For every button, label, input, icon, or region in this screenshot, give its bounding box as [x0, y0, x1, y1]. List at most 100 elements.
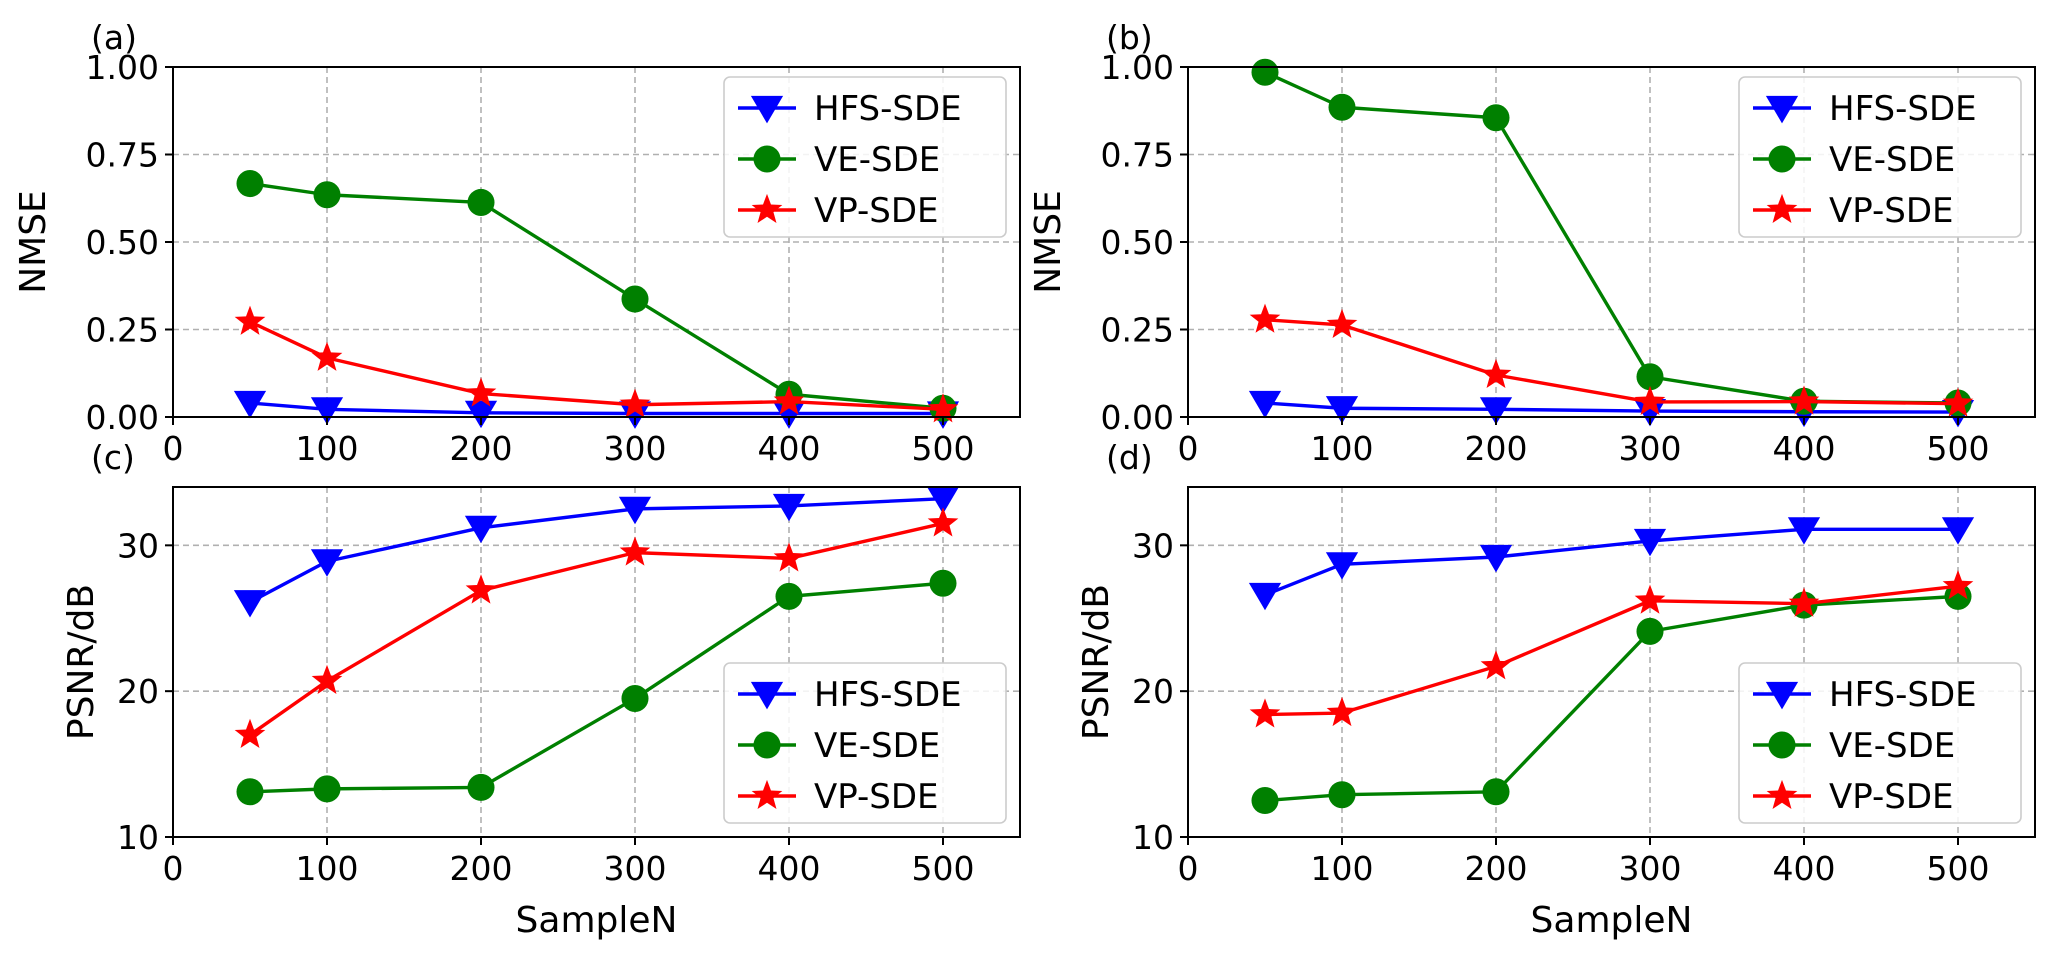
series-hfs-sde — [233, 486, 960, 618]
data-point — [927, 393, 959, 423]
data-point — [618, 401, 652, 429]
y-axis-label: PSNR/dB — [1076, 584, 1117, 740]
series-line — [1264, 584, 1959, 717]
data-point — [618, 496, 652, 525]
legend-label: VP-SDE — [1829, 777, 1954, 817]
data-point — [1482, 104, 1510, 132]
legend: HFS-SDE VE-SDE VP-SDE — [723, 662, 1007, 824]
legend-item: HFS-SDE — [738, 89, 962, 129]
data-point — [927, 507, 959, 537]
data-point — [1251, 787, 1279, 815]
x-tick-label: 0 — [163, 849, 184, 888]
legend-label: VE-SDE — [814, 726, 940, 766]
y-tick-label: 20 — [1132, 672, 1174, 711]
x-tick-label: 100 — [1311, 849, 1374, 888]
data-point — [775, 582, 803, 610]
x-tick-label: 400 — [1773, 849, 1836, 888]
series-vp-sde — [234, 305, 959, 423]
legend-frame — [723, 662, 1007, 824]
data-point — [1480, 650, 1512, 680]
y-tick-label: 0.25 — [86, 311, 159, 350]
x-tick-label: 400 — [1773, 429, 1836, 468]
x-tick-label: 500 — [1927, 849, 1990, 888]
x-axis-label: SampleN — [516, 900, 678, 941]
series-vp-sde — [1249, 570, 1974, 728]
data-point — [233, 590, 267, 618]
data-point — [621, 684, 649, 712]
panel-1: 0 100 200 300 400 500 0.00 0.25 0.50 0.75 1.00 NMSE… — [13, 18, 1021, 468]
legend-marker — [751, 779, 783, 810]
series-line — [249, 521, 944, 737]
panel-4: 0 100 200 300 400 500 10 20 30 PSNR/dB SampleN (d) H… — [1076, 438, 2036, 941]
legend-item: VP-SDE — [738, 777, 939, 817]
data-point — [311, 341, 343, 371]
data-point — [467, 188, 495, 216]
data-point — [1251, 58, 1279, 86]
axes-frame — [172, 486, 1021, 838]
legend-label: HFS-SDE — [1829, 675, 1977, 715]
y-axis-label: NMSE — [1028, 190, 1069, 294]
legend-marker — [1765, 95, 1799, 124]
x-tick-label: 100 — [296, 429, 359, 468]
data-point — [1636, 363, 1664, 391]
y-tick-label: 0.75 — [86, 136, 159, 175]
data-point — [1328, 93, 1356, 121]
panel-3: 0 100 200 300 400 500 10 20 30 PSNR/dB SampleN (c) H… — [61, 438, 1021, 941]
data-point — [1788, 587, 1820, 617]
data-point — [929, 569, 957, 597]
x-tick-label: 300 — [604, 849, 667, 888]
data-point — [1942, 570, 1974, 600]
series-line — [1264, 527, 1958, 597]
x-tick-label: 100 — [296, 849, 359, 888]
data-point — [1479, 544, 1513, 573]
x-tick-label: 300 — [604, 429, 667, 468]
legend-label: HFS-SDE — [814, 675, 962, 715]
y-tick-label: 1.00 — [1101, 48, 1174, 87]
data-point — [1479, 397, 1513, 425]
data-point — [621, 285, 649, 313]
x-tick-label: 300 — [1619, 849, 1682, 888]
y-tick-label: 1.00 — [86, 48, 159, 87]
y-tick-label: 30 — [1132, 526, 1174, 565]
data-point — [1941, 517, 1975, 545]
legend-item: VP-SDE — [1753, 777, 1954, 817]
legend-item: VE-SDE — [1753, 140, 1955, 180]
y-tick-label: 10 — [1132, 818, 1174, 857]
series-hfs-sde — [1248, 517, 1975, 611]
series-vp-sde — [234, 507, 959, 748]
legend-marker — [750, 95, 784, 124]
series-line — [249, 320, 944, 411]
data-point — [1636, 617, 1664, 645]
series-ve-sde — [236, 569, 957, 806]
series-line — [1264, 401, 1959, 414]
data-point — [1248, 582, 1282, 611]
x-tick-label: 500 — [912, 429, 975, 468]
data-point — [1249, 303, 1281, 333]
data-point — [1326, 696, 1358, 727]
data-point — [233, 390, 267, 419]
data-point — [926, 486, 960, 514]
data-point — [1248, 390, 1282, 419]
legend-marker — [1766, 193, 1798, 224]
data-point — [313, 775, 341, 803]
x-tick-label: 400 — [758, 849, 821, 888]
data-point — [772, 401, 806, 429]
data-point — [310, 397, 344, 425]
data-point — [464, 400, 498, 429]
data-point — [311, 664, 343, 694]
data-point — [1634, 385, 1666, 415]
data-point — [1633, 398, 1667, 427]
data-point — [772, 493, 806, 522]
y-tick-label: 0.00 — [86, 398, 159, 437]
legend-marker — [1766, 779, 1798, 810]
y-axis-label: PSNR/dB — [61, 584, 102, 740]
data-point — [1787, 517, 1821, 545]
x-tick-label: 0 — [1178, 849, 1199, 888]
legend-item: HFS-SDE — [1753, 675, 1977, 715]
legend-marker — [1765, 681, 1799, 710]
legend-item: VE-SDE — [1753, 726, 1955, 766]
data-point — [464, 515, 498, 544]
panel-label: (d) — [1106, 438, 1153, 477]
data-point — [1480, 358, 1512, 389]
x-tick-label: 0 — [1178, 429, 1199, 468]
